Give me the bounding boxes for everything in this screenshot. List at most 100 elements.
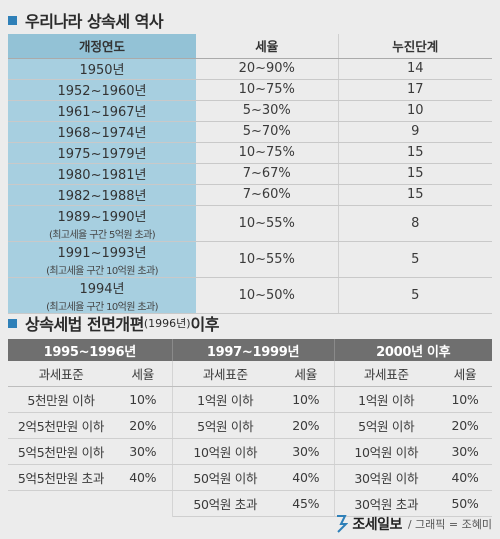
steps-cell: 14	[338, 58, 492, 80]
section2-title: 상속세법 전면개편 (1996년) 이후	[8, 311, 220, 335]
section2-title-main: 상속세법 전면개편	[25, 315, 144, 334]
rate-cell: 20%	[278, 412, 335, 439]
post-reform-tax-table: 1995~1996년 1997~1999년 2000년 이후 과세표준 세율 과세표준 세율…	[8, 339, 492, 517]
table-row: 1975~1979년 10~75% 15	[8, 142, 492, 164]
rate-cell: 10~75%	[196, 142, 339, 164]
table-row: 5억5천만원 초과 40% 50억원 이하 40% 30억원 이하 40%	[8, 464, 492, 491]
rate-cell: 7~60%	[196, 184, 339, 206]
year-text: 1952~1960년	[57, 84, 147, 99]
rate-cell: 40%	[114, 464, 173, 491]
table-row: 1961~1967년 5~30% 10	[8, 100, 492, 122]
graphic-credit: / 그래픽 = 조혜미	[407, 518, 492, 531]
rate-header: 세율	[438, 361, 492, 387]
tax-base-cell: 30억원 이하	[334, 464, 438, 491]
rate-cell: 20~90%	[196, 58, 339, 80]
inheritance-tax-history-table: 개정연도 세율 누진단계 1950년 20~90% 14 1952~1960년 10~75% 1…	[8, 34, 492, 314]
tax-base-cell: 1억원 이하	[172, 386, 278, 413]
year-text: 1994년	[79, 281, 125, 297]
tax-base-cell: 30억원 초과	[334, 490, 438, 517]
rate-cell: 7~67%	[196, 163, 339, 185]
steps-cell: 8	[338, 205, 492, 242]
rate-cell: 10~55%	[196, 205, 339, 242]
table-row: 1980~1981년 7~67% 15	[8, 163, 492, 185]
tax-base-cell: 10억원 이하	[172, 438, 278, 465]
year-text: 1950년	[79, 63, 125, 78]
year-note: (최고세율 구간 5억원 초과)	[48, 229, 156, 241]
year-text: 1968~1974년	[57, 126, 147, 141]
rate-cell: 20%	[114, 412, 173, 439]
tax-base-cell: 5억5천만원 이하	[8, 438, 114, 465]
tax-base-cell: 5억원 이하	[172, 412, 278, 439]
year-cell: 1968~1974년	[8, 121, 196, 143]
tax-base-cell: 5억원 이하	[334, 412, 438, 439]
rate-cell: 30%	[278, 438, 335, 465]
steps-cell: 17	[338, 79, 492, 101]
year-note: (최고세율 구간 10억원 초과)	[46, 301, 158, 313]
tax-base-header: 과세표준	[8, 361, 114, 387]
rate-cell: 10~75%	[196, 79, 339, 101]
year-cell: 1980~1981년	[8, 163, 196, 185]
tax-base-cell: 10억원 이하	[334, 438, 438, 465]
tax-base-cell: 2억5천만원 이하	[8, 412, 114, 439]
rate-cell: 5~70%	[196, 121, 339, 143]
period-header-row: 1995~1996년 1997~1999년 2000년 이후	[8, 339, 492, 361]
table-row: 1952~1960년 10~75% 17	[8, 79, 492, 101]
table-row: 50억원 초과 45% 30억원 초과 50%	[8, 490, 492, 517]
rate-cell: 10~55%	[196, 241, 339, 278]
rate-cell: 40%	[438, 464, 492, 491]
year-text: 1961~1967년	[57, 105, 147, 120]
column-header: 세율	[196, 34, 339, 59]
column-header: 누진단계	[338, 34, 492, 59]
table-row: 1994년 (최고세율 구간 10억원 초과) 10~50% 5	[8, 277, 492, 314]
year-text: 1975~1979년	[57, 147, 147, 162]
rate-cell: 45%	[278, 490, 335, 517]
table-row: 1982~1988년 7~60% 15	[8, 184, 492, 206]
tax-base-header: 과세표준	[172, 361, 278, 387]
tax-base-cell: 50억원 초과	[172, 490, 278, 517]
tax-base-cell: 5천만원 이하	[8, 386, 114, 413]
column-header: 개정연도	[8, 34, 196, 59]
table-row: 2억5천만원 이하 20% 5억원 이하 20% 5억원 이하 20%	[8, 412, 492, 439]
tax-base-cell	[8, 490, 114, 516]
rate-cell: 5~30%	[196, 100, 339, 122]
rate-header: 세율	[114, 361, 173, 387]
steps-cell: 9	[338, 121, 492, 143]
tax-base-header: 과세표준	[334, 361, 438, 387]
tax-base-cell: 5억5천만원 초과	[8, 464, 114, 491]
year-cell: 1975~1979년	[8, 142, 196, 164]
tax-base-cell: 50억원 이하	[172, 464, 278, 491]
period-header: 1997~1999년	[172, 339, 335, 361]
rate-cell: 50%	[438, 490, 492, 517]
rate-cell: 10%	[278, 386, 335, 413]
year-cell: 1952~1960년	[8, 79, 196, 101]
brand-name: 조세일보	[352, 517, 402, 533]
year-text: 1991~1993년	[57, 245, 147, 261]
steps-cell: 5	[338, 277, 492, 314]
year-cell: 1989~1990년 (최고세율 구간 5억원 초과)	[8, 205, 196, 242]
year-cell: 1950년	[8, 58, 196, 80]
section1-title-text: 우리나라 상속세 역사	[25, 12, 164, 31]
rate-cell: 40%	[278, 464, 335, 491]
year-cell: 1994년 (최고세율 구간 10억원 초과)	[8, 277, 196, 314]
rate-cell	[114, 490, 173, 516]
section1-title: 우리나라 상속세 역사	[8, 8, 164, 32]
table-header-row: 개정연도 세율 누진단계	[8, 34, 492, 59]
steps-cell: 10	[338, 100, 492, 122]
rate-cell: 10%	[438, 386, 492, 413]
section2-title-year: (1996년)	[143, 317, 191, 330]
rate-cell: 30%	[438, 438, 492, 465]
tax-base-cell: 1억원 이하	[334, 386, 438, 413]
table-row: 1968~1974년 5~70% 9	[8, 121, 492, 143]
table-row: 1989~1990년 (최고세율 구간 5억원 초과) 10~55% 8	[8, 205, 492, 242]
year-text: 1980~1981년	[57, 168, 147, 183]
rate-cell: 30%	[114, 438, 173, 465]
square-bullet-icon	[8, 318, 17, 328]
subheader-row: 과세표준 세율 과세표준 세율 과세표준 세율	[8, 361, 492, 387]
period-header: 2000년 이후	[334, 339, 492, 361]
steps-cell: 5	[338, 241, 492, 278]
table-row: 1991~1993년 (최고세율 구간 10억원 초과) 10~55% 5	[8, 241, 492, 278]
year-cell: 1991~1993년 (최고세율 구간 10억원 초과)	[8, 241, 196, 278]
table-row: 1950년 20~90% 14	[8, 58, 492, 80]
period-header: 1995~1996년	[8, 339, 173, 361]
brand-logo-icon	[337, 515, 349, 533]
